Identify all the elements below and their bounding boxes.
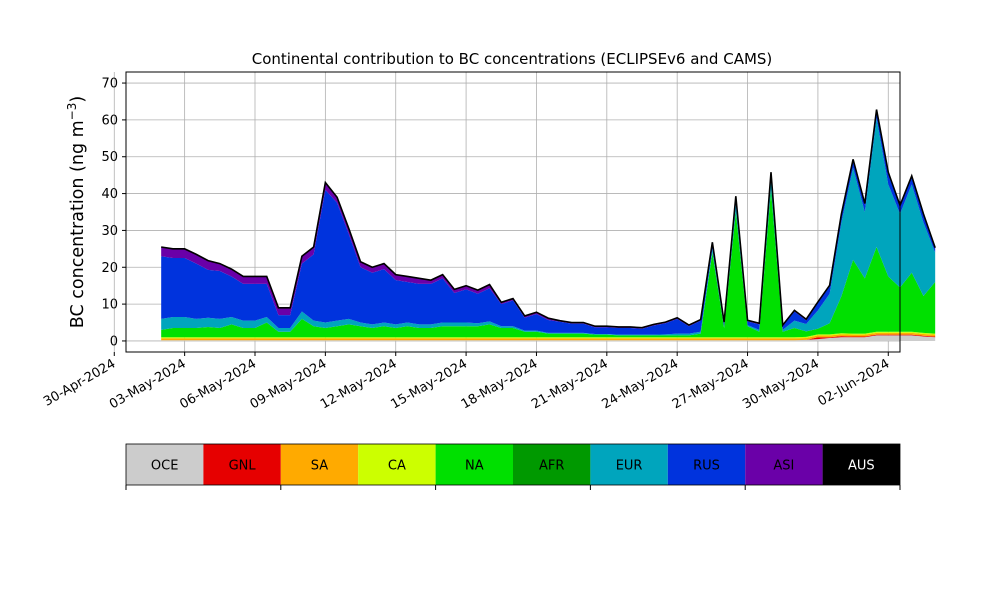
y-axis-label-main: BC concentration (ng m (68, 120, 88, 328)
chart-title: Continental contribution to BC concentra… (252, 50, 773, 68)
legend-swatch-afr (513, 444, 591, 485)
legend-label-afr: AFR (539, 459, 564, 474)
legend-swatch-gnl (203, 444, 281, 485)
x-tick-label: 24-May-2024 (600, 356, 682, 412)
y-tick-label: 30 (101, 224, 118, 239)
x-tick-label: 21-May-2024 (529, 356, 611, 412)
stacked-areas (161, 109, 936, 341)
plot-frame (125, 71, 901, 353)
area-oce (161, 335, 936, 341)
y-axis-label-close: ) (68, 96, 88, 103)
x-tick-label: 09-May-2024 (248, 356, 330, 412)
legend-label-ca: CA (388, 459, 406, 474)
legend-swatch-eur (590, 444, 668, 485)
legend-label-eur: EUR (616, 459, 643, 474)
legend-swatch-rus (667, 444, 746, 485)
total-line (161, 109, 936, 329)
legend-swatch-aus (822, 444, 900, 485)
x-tick-label: 12-May-2024 (318, 356, 400, 412)
legend-swatch-sa (280, 444, 359, 485)
x-tick-label: 18-May-2024 (459, 356, 541, 412)
area-aus (161, 109, 936, 328)
legend-label-sa: SA (311, 459, 328, 474)
legend-swatch-ca (358, 444, 436, 485)
x-tick-label: 30-Apr-2024 (41, 356, 118, 409)
y-tick-label: 70 (101, 77, 118, 92)
y-tick-label: 20 (101, 261, 118, 276)
legend-label-oce: OCE (151, 459, 179, 474)
x-tick-label: 15-May-2024 (388, 356, 470, 412)
x-tick-label: 30-May-2024 (740, 356, 822, 412)
area-asi (161, 109, 936, 329)
y-tick-label: 60 (101, 113, 118, 128)
legend-frame (125, 443, 901, 486)
legend-swatch-oce (126, 444, 204, 485)
legend-label-na: NA (465, 459, 484, 474)
y-axis-label-exponent: −3 (65, 103, 79, 121)
legend-label-asi: ASI (773, 459, 794, 474)
legend-label-aus: AUS (848, 459, 875, 474)
x-tick-label: 03-May-2024 (107, 356, 189, 412)
legend-label-gnl: GNL (229, 459, 257, 474)
y-tick-label: 40 (101, 187, 118, 202)
legend-swatch-na (435, 444, 513, 485)
x-tick-label: 06-May-2024 (177, 356, 259, 412)
area-sa (161, 332, 936, 341)
legend-colorbar: OCE GNL SA CA NA AFR EUR RUS ASI AUS (125, 443, 901, 490)
area-rus (161, 110, 936, 335)
y-tick-label: 0 (110, 334, 118, 349)
legend-swatch-asi (745, 444, 823, 485)
x-tick-label: 02-Jun-2024 (815, 356, 892, 409)
area-na (161, 189, 936, 338)
y-tick-label: 50 (101, 150, 118, 165)
y-axis-label: BC concentration (ng m−3) (65, 96, 88, 328)
x-tick-label: 27-May-2024 (670, 356, 752, 412)
area-ca (161, 331, 936, 339)
legend-label-rus: RUS (693, 459, 720, 474)
y-tick-label: 10 (101, 298, 118, 313)
